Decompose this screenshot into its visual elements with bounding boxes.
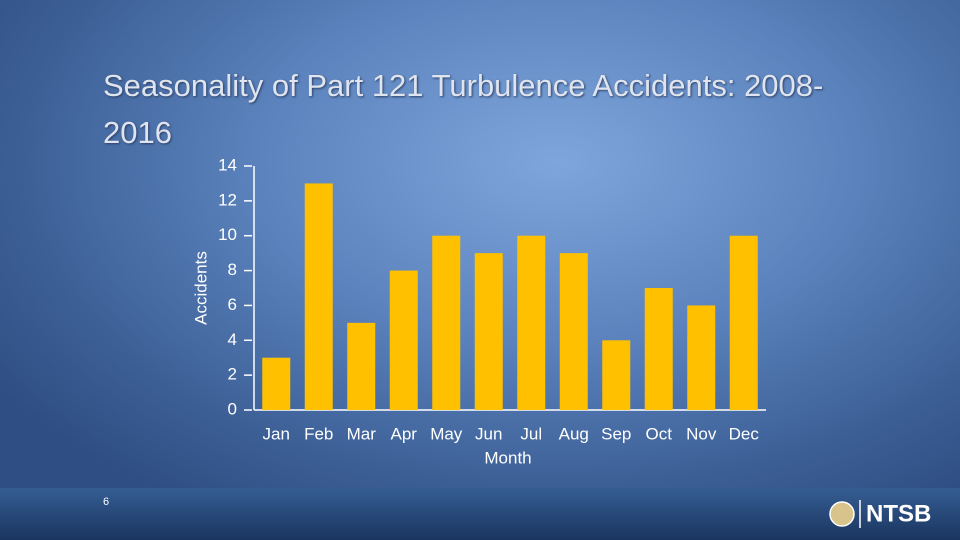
y-tick-label: 2 [228, 365, 237, 384]
y-tick-label: 0 [228, 399, 237, 418]
bar [474, 253, 503, 410]
bar [304, 183, 333, 410]
y-tick-label: 10 [218, 225, 237, 244]
bar [559, 253, 588, 410]
y-tick-label: 12 [218, 190, 237, 209]
x-tick-label: Nov [686, 424, 717, 443]
bar [687, 305, 716, 410]
x-axis-label: Month [484, 448, 531, 467]
bar [602, 340, 631, 410]
x-tick-label: Dec [729, 424, 760, 443]
x-tick-label: Jul [520, 424, 542, 443]
chart-title: Seasonality of Part 121 Turbulence Accid… [103, 68, 824, 150]
x-tick-label: Sep [601, 424, 631, 443]
bar [729, 235, 758, 410]
y-tick-label: 4 [228, 330, 237, 349]
x-tick-label: Mar [347, 424, 377, 443]
x-tick-label: Apr [391, 424, 418, 443]
x-tick-label: May [430, 424, 463, 443]
x-tick-label: Feb [304, 424, 333, 443]
x-tick-label: Aug [559, 424, 589, 443]
y-tick-label: 14 [218, 155, 237, 174]
bar [432, 235, 461, 410]
bar [347, 322, 376, 410]
page-number: 6 [103, 496, 109, 508]
x-tick-label: Jan [263, 424, 290, 443]
bar [262, 357, 291, 410]
y-tick-label: 8 [228, 260, 237, 279]
logo-text: NTSB [866, 500, 931, 527]
bar [644, 288, 673, 410]
x-tick-label: Oct [646, 424, 673, 443]
x-tick-label: Jun [475, 424, 502, 443]
seal [829, 501, 855, 527]
bar [517, 235, 546, 410]
y-tick-label: 6 [228, 295, 237, 314]
y-axis-label: Accidents [191, 251, 210, 325]
footer-band [0, 488, 960, 540]
bar [389, 270, 418, 410]
